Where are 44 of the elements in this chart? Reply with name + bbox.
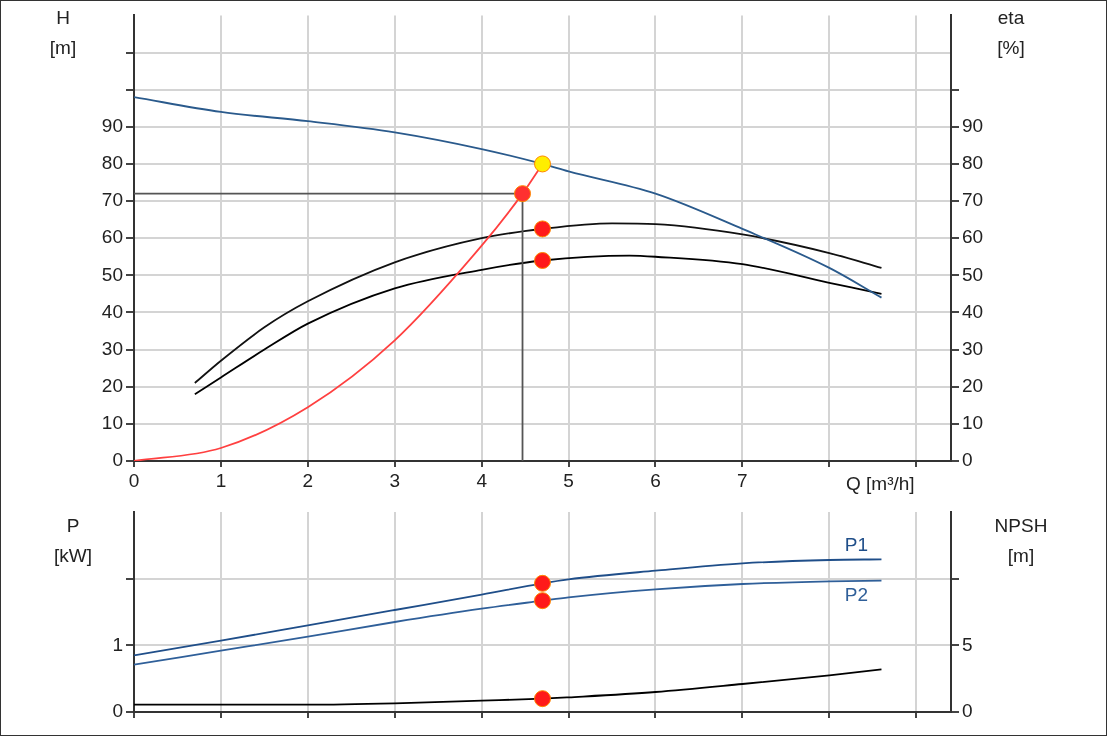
y-tick-label: 50 (101, 263, 123, 285)
x-tick-label: 6 (650, 469, 661, 491)
line-series (134, 668, 883, 706)
y-tick-label: 60 (101, 226, 123, 248)
x-tick-label: 1 (215, 469, 227, 491)
y2-tick-label: 20 (962, 374, 984, 396)
x-tick-label: 5 (563, 469, 574, 491)
y-axis-title: P [kW] (53, 514, 93, 568)
y-tick-label: 30 (101, 337, 123, 359)
line-series (134, 558, 883, 657)
y-tick-label: 40 (101, 300, 123, 322)
y-axis-title: H [m] (48, 6, 78, 60)
y2-tick-label: 0 (962, 449, 973, 471)
y-tick-label: 0 (112, 700, 123, 722)
x-tick-label: 7 (737, 469, 748, 491)
y2-tick-label: 60 (962, 226, 984, 248)
y2-tick-label: 10 (962, 412, 984, 434)
y-tick-label: 70 (101, 189, 123, 211)
x-tick-label: 4 (476, 469, 488, 491)
x-tick-label: 2 (302, 469, 314, 491)
y-tick-label: 90 (101, 115, 123, 137)
y-tick-label: 80 (101, 152, 123, 174)
y2-tick-label: 70 (962, 189, 984, 211)
y2-tick-label: 40 (962, 300, 984, 322)
y2-tick-label: 80 (962, 152, 984, 174)
series-label: P2 (844, 584, 869, 606)
line-series (193, 222, 883, 384)
x-axis-title: Q [m³/h] (846, 473, 915, 495)
x-tick-label: 3 (389, 469, 401, 491)
y2-tick-label: 90 (962, 115, 984, 137)
x-tick-label: 0 (128, 469, 140, 491)
line-series (134, 579, 883, 666)
y2-axis-title: eta [%] (996, 6, 1026, 60)
y2-axis-title: NPSH [m] (993, 514, 1049, 568)
y2-tick-label: 0 (962, 700, 973, 722)
y-tick-label: 1 (112, 633, 123, 655)
y2-tick-label: 30 (962, 337, 984, 359)
y2-tick-label: 5 (962, 633, 973, 655)
y-tick-label: 20 (101, 374, 123, 396)
y-tick-label: 10 (101, 412, 123, 434)
y-tick-label: 0 (112, 449, 123, 471)
series-label: P1 (844, 534, 869, 556)
y2-tick-label: 50 (962, 263, 984, 285)
line-series (134, 96, 883, 299)
